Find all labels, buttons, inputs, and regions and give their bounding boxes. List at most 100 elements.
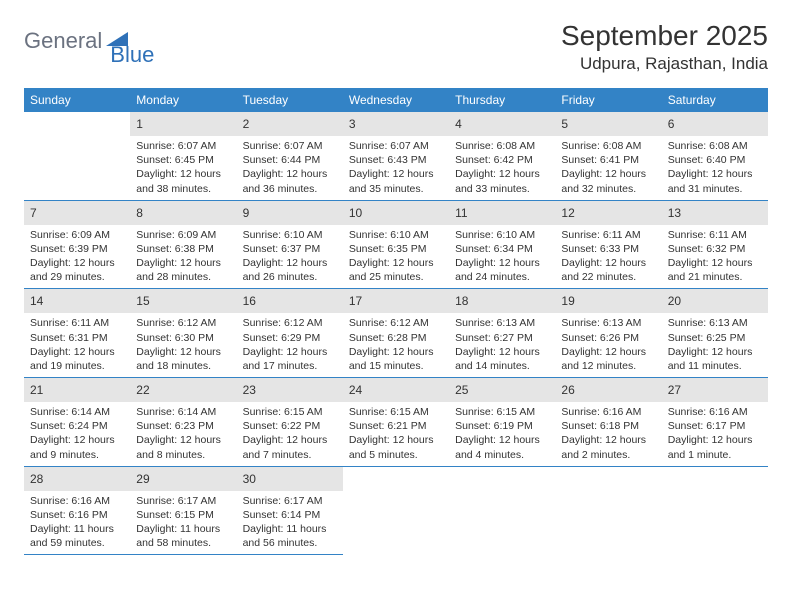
weekday-header: Thursday	[449, 88, 555, 112]
day-number: 19	[561, 294, 574, 308]
day-number-wrap: 12	[555, 201, 661, 225]
day-details: Sunrise: 6:10 AMSunset: 6:34 PMDaylight:…	[449, 225, 555, 289]
calendar-cell: 9 Sunrise: 6:10 AMSunset: 6:37 PMDaylight…	[237, 200, 343, 289]
day-number: 13	[668, 206, 681, 220]
day-number: 14	[30, 294, 43, 308]
day-details: Sunrise: 6:16 AMSunset: 6:16 PMDaylight:…	[24, 491, 130, 555]
calendar-cell: 30 Sunrise: 6:17 AMSunset: 6:14 PMDayligh…	[237, 466, 343, 555]
day-number-wrap: 19	[555, 289, 661, 313]
day-number: 7	[30, 206, 37, 220]
location-subtitle: Udpura, Rajasthan, India	[561, 54, 768, 74]
day-details: Sunrise: 6:15 AMSunset: 6:19 PMDaylight:…	[449, 402, 555, 466]
day-number: 5	[561, 117, 568, 131]
calendar-cell: 21Sunrise: 6:14 AMSunset: 6:24 PMDayligh…	[24, 378, 130, 467]
header: General Blue September 2025 Udpura, Raja…	[24, 20, 768, 74]
day-number-wrap: 22	[130, 378, 236, 402]
logo-text-general: General	[24, 28, 102, 54]
day-number: 9	[243, 206, 250, 220]
day-number: 30	[243, 472, 256, 486]
calendar-cell: 11 Sunrise: 6:10 AMSunset: 6:34 PMDayligh…	[449, 200, 555, 289]
day-number: 22	[136, 383, 149, 397]
day-details: Sunrise: 6:15 AMSunset: 6:22 PMDaylight:…	[237, 402, 343, 466]
day-number: 12	[561, 206, 574, 220]
calendar-cell: 6 Sunrise: 6:08 AMSunset: 6:40 PMDaylight…	[662, 112, 768, 200]
day-details: Sunrise: 6:10 AMSunset: 6:37 PMDaylight:…	[237, 225, 343, 289]
calendar-cell: 17Sunrise: 6:12 AMSunset: 6:28 PMDayligh…	[343, 289, 449, 378]
day-details: Sunrise: 6:11 AMSunset: 6:31 PMDaylight:…	[24, 313, 130, 377]
day-number: 25	[455, 383, 468, 397]
day-number: 21	[30, 383, 43, 397]
day-details: Sunrise: 6:13 AMSunset: 6:27 PMDaylight:…	[449, 313, 555, 377]
logo: General Blue	[24, 20, 154, 54]
day-number-wrap: 27	[662, 378, 768, 402]
calendar-cell: 8Sunrise: 6:09 AMSunset: 6:38 PMDaylight…	[130, 200, 236, 289]
day-details: Sunrise: 6:11 AMSunset: 6:33 PMDaylight:…	[555, 225, 661, 289]
day-details: Sunrise: 6:10 AMSunset: 6:35 PMDaylight:…	[343, 225, 449, 289]
calendar-cell: 4Sunrise: 6:08 AMSunset: 6:42 PMDaylight…	[449, 112, 555, 200]
calendar-cell: 24 Sunrise: 6:15 AMSunset: 6:21 PMDayligh…	[343, 378, 449, 467]
calendar-cell: 25 Sunrise: 6:15 AMSunset: 6:19 PMDayligh…	[449, 378, 555, 467]
day-details: Sunrise: 6:12 AMSunset: 6:28 PMDaylight:…	[343, 313, 449, 377]
day-number-wrap: 13	[662, 201, 768, 225]
day-details: Sunrise: 6:16 AMSunset: 6:17 PMDaylight:…	[662, 402, 768, 466]
calendar-cell: 26 Sunrise: 6:16 AMSunset: 6:18 PMDayligh…	[555, 378, 661, 467]
day-number: 26	[561, 383, 574, 397]
day-number-wrap: 25	[449, 378, 555, 402]
day-number: 10	[349, 206, 362, 220]
day-number-wrap: 26	[555, 378, 661, 402]
day-details: Sunrise: 6:14 AMSunset: 6:23 PMDaylight:…	[130, 402, 236, 466]
day-details: Sunrise: 6:07 AMSunset: 6:43 PMDaylight:…	[343, 136, 449, 200]
day-details: Sunrise: 6:09 AMSunset: 6:39 PMDaylight:…	[24, 225, 130, 289]
calendar-cell: 18 Sunrise: 6:13 AMSunset: 6:27 PMDayligh…	[449, 289, 555, 378]
day-details: Sunrise: 6:17 AMSunset: 6:14 PMDaylight:…	[237, 491, 343, 555]
day-number-wrap: 9	[237, 201, 343, 225]
day-number: 6	[668, 117, 675, 131]
day-number: 3	[349, 117, 356, 131]
day-number: 11	[455, 206, 467, 220]
day-number-wrap: 17	[343, 289, 449, 313]
day-details: Sunrise: 6:08 AMSunset: 6:40 PMDaylight:…	[662, 136, 768, 200]
calendar-cell: 7 Sunrise: 6:09 AMSunset: 6:39 PMDaylight…	[24, 200, 130, 289]
calendar-cell: 22 Sunrise: 6:14 AMSunset: 6:23 PMDayligh…	[130, 378, 236, 467]
day-number-wrap: 6	[662, 112, 768, 136]
day-details: Sunrise: 6:12 AMSunset: 6:30 PMDaylight:…	[130, 313, 236, 377]
calendar-row: 21Sunrise: 6:14 AMSunset: 6:24 PMDayligh…	[24, 378, 768, 467]
day-number: 24	[349, 383, 362, 397]
calendar-cell	[449, 466, 555, 555]
day-number-wrap: 30	[237, 467, 343, 491]
day-details: Sunrise: 6:17 AMSunset: 6:15 PMDaylight:…	[130, 491, 236, 555]
day-details: Sunrise: 6:16 AMSunset: 6:18 PMDaylight:…	[555, 402, 661, 466]
day-number-wrap: 5	[555, 112, 661, 136]
calendar-cell: 16Sunrise: 6:12 AMSunset: 6:29 PMDayligh…	[237, 289, 343, 378]
day-details: Sunrise: 6:11 AMSunset: 6:32 PMDaylight:…	[662, 225, 768, 289]
day-details: Sunrise: 6:12 AMSunset: 6:29 PMDaylight:…	[237, 313, 343, 377]
weekday-header: Wednesday	[343, 88, 449, 112]
calendar-table: SundayMondayTuesdayWednesdayThursdayFrid…	[24, 88, 768, 555]
day-details: Sunrise: 6:07 AMSunset: 6:45 PMDaylight:…	[130, 136, 236, 200]
calendar-cell: 27Sunrise: 6:16 AMSunset: 6:17 PMDayligh…	[662, 378, 768, 467]
calendar-cell: 3 Sunrise: 6:07 AMSunset: 6:43 PMDaylight…	[343, 112, 449, 200]
logo-text-blue: Blue	[110, 42, 154, 68]
day-number-wrap: 3	[343, 112, 449, 136]
day-number-wrap: 11	[449, 201, 555, 225]
title-block: September 2025 Udpura, Rajasthan, India	[561, 20, 768, 74]
calendar-cell: 15Sunrise: 6:12 AMSunset: 6:30 PMDayligh…	[130, 289, 236, 378]
calendar-cell	[24, 112, 130, 200]
day-number-wrap: 4	[449, 112, 555, 136]
calendar-body: 1Sunrise: 6:07 AMSunset: 6:45 PMDaylight…	[24, 112, 768, 555]
calendar-row: 14 Sunrise: 6:11 AMSunset: 6:31 PMDayligh…	[24, 289, 768, 378]
day-number: 29	[136, 472, 149, 486]
day-number: 18	[455, 294, 468, 308]
calendar-cell	[555, 466, 661, 555]
day-number: 4	[455, 117, 462, 131]
day-number: 8	[136, 206, 143, 220]
calendar-cell: 12 Sunrise: 6:11 AMSunset: 6:33 PMDayligh…	[555, 200, 661, 289]
day-number-wrap: 1	[130, 112, 236, 136]
calendar-row: 7 Sunrise: 6:09 AMSunset: 6:39 PMDaylight…	[24, 200, 768, 289]
day-number-wrap: 7	[24, 201, 130, 225]
calendar-cell: 28Sunrise: 6:16 AMSunset: 6:16 PMDayligh…	[24, 466, 130, 555]
day-number-wrap: 10	[343, 201, 449, 225]
day-details: Sunrise: 6:15 AMSunset: 6:21 PMDaylight:…	[343, 402, 449, 466]
calendar-cell: 2Sunrise: 6:07 AMSunset: 6:44 PMDaylight…	[237, 112, 343, 200]
calendar-cell: 14 Sunrise: 6:11 AMSunset: 6:31 PMDayligh…	[24, 289, 130, 378]
